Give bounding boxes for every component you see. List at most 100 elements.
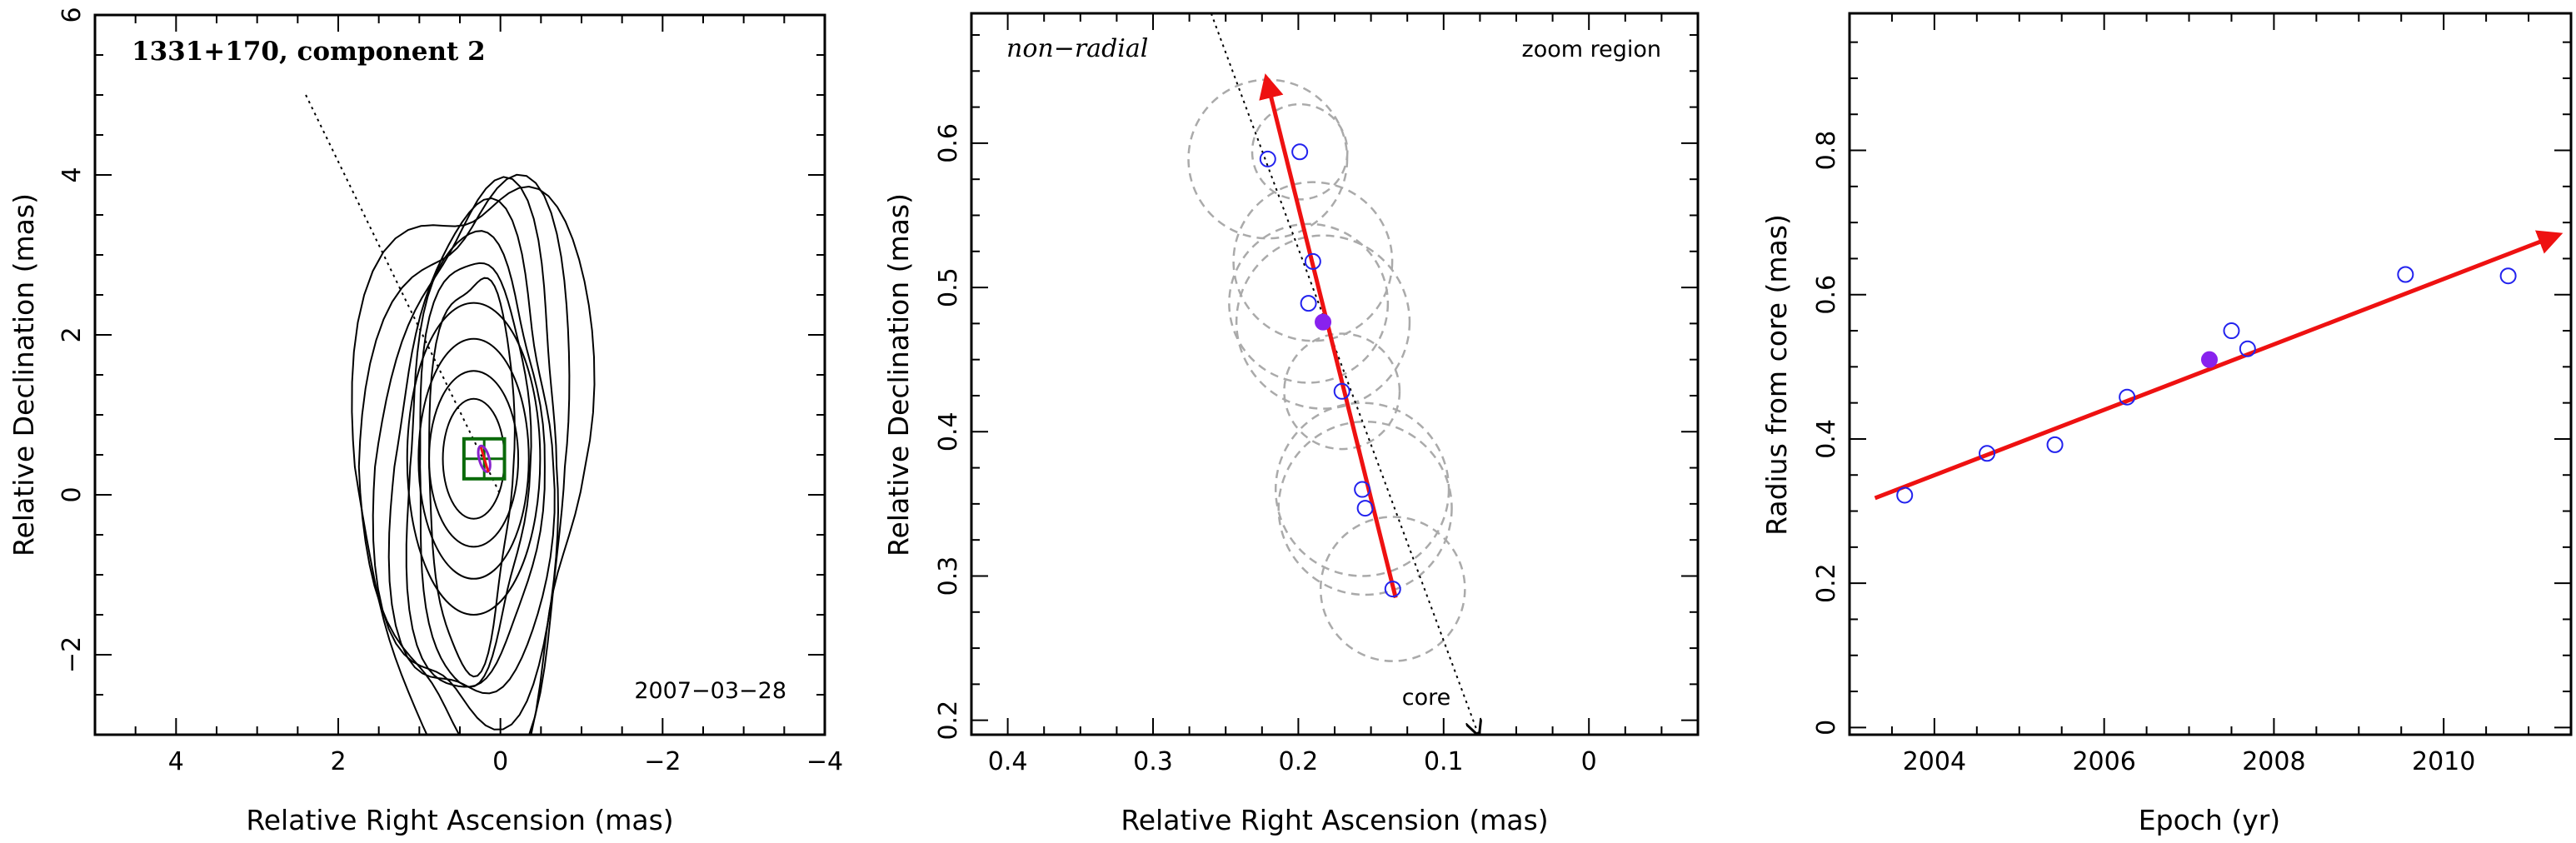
panel2-uncertainty-circle (1274, 402, 1450, 577)
panel1-contour-inner (417, 337, 530, 580)
panel1-y-tick-label: 0 (57, 486, 87, 502)
panel2-x-tick-label: 0.4 (988, 747, 1028, 776)
panel-zoom-region: 0.4 0.3 0.2 0.1 00.20.30.40.50.6 non−radial … (882, 12, 1700, 836)
panel1-contours (351, 173, 596, 735)
panel3-data-point (2239, 340, 2256, 357)
panel3-y-tick-label: 0.8 (1812, 131, 1841, 171)
panel1-contour (372, 176, 560, 731)
panel2-data-point (1384, 581, 1401, 598)
panel-contour-map: 4 2 0 −2 −4 −2 0 2 4 6 1331+170, component 2 2007… (7, 7, 843, 836)
panel2-uncertainty-circle (1235, 234, 1411, 410)
panel2-x-axis-label: Relative Right Ascension (mas) (1121, 804, 1548, 836)
panel2-y-tick-label: 0.2 (934, 701, 963, 741)
panel2-data-point (1259, 150, 1276, 167)
panel3-x-tick-label: 2008 (2242, 747, 2305, 776)
panel1-x-tick-label: 0 (492, 747, 508, 776)
panel2-x-tick-label: 0.3 (1133, 747, 1173, 776)
panel3-tick-labels: 2004 2006 2008 2010 0 0.2 0.4 0.6 0.8 (1812, 131, 2475, 776)
panel2-zoom-region-label: zoom region (1522, 37, 1661, 62)
panel1-x-tick-label: 2 (330, 747, 346, 776)
panel2-uncertainty-circle (1232, 181, 1394, 342)
panel1-x-tick-label: −2 (644, 747, 681, 776)
panel1-date-label: 2007−03−28 (634, 678, 786, 704)
panel2-data-point (1356, 500, 1374, 517)
panel1-title-label: 1331+170, component 2 (132, 37, 486, 67)
panel2-core-line (1210, 13, 1479, 735)
panel1-x-axis-label: Relative Right Ascension (mas) (246, 804, 673, 836)
panel3-ticks (1849, 13, 2572, 735)
panel1-y-tick-label: 4 (57, 167, 87, 182)
panel1-tick-labels: 4 2 0 −2 −4 −2 0 2 4 6 (57, 7, 843, 776)
panel2-uncertainty-circle (1283, 332, 1401, 451)
panel1-x-tick-label: −4 (806, 747, 843, 776)
panel2-points (1259, 143, 1401, 598)
panel1-jet-direction-line (305, 94, 502, 496)
panel3-y-axis-label: Radius from core (mas) (1760, 214, 1793, 536)
panel3-data-point (2119, 388, 2136, 406)
panel2-uncertainty-circle (1319, 516, 1466, 662)
panel1-contour (351, 185, 596, 735)
panel1-contour (387, 197, 556, 695)
panel3-frame (1848, 12, 2573, 736)
panel2-uncertainty-circle (1251, 102, 1349, 201)
panel2-data-point (1300, 295, 1317, 312)
panel2-y-tick-label: 0.3 (934, 556, 963, 596)
panel3-fit-arrow (1874, 230, 2564, 501)
panel2-uncertainty-circles (1187, 78, 1466, 662)
panel3-points (1896, 266, 2517, 504)
panel2-x-tick-label: 0.2 (1279, 747, 1319, 776)
panel2-y-tick-label: 0.5 (934, 267, 963, 307)
panel3-x-tick-label: 2006 (2072, 747, 2135, 776)
panel1-y-tick-label: 6 (57, 7, 87, 22)
panel3-data-point (1979, 445, 1996, 462)
panel3-y-tick-label: 0.4 (1812, 419, 1841, 459)
panel1-x-tick-label: 4 (168, 747, 184, 776)
panel3-data-point (2223, 322, 2240, 340)
panel3-y-tick-label: 0.2 (1812, 563, 1841, 603)
panel2-nonradial-label: non−radial (1006, 34, 1148, 63)
panel1-contour (357, 173, 571, 735)
panel3-plot (1874, 230, 2564, 504)
panel1-contour (405, 230, 546, 688)
panel1-y-tick-label: 2 (57, 327, 87, 342)
panel2-frame (970, 12, 1700, 736)
panel2-data-point (1354, 481, 1371, 498)
panel2-highlight-point (1315, 313, 1332, 331)
panel3-x-axis-label: Epoch (yr) (2139, 804, 2280, 836)
panel2-x-tick-label: 0 (1581, 747, 1597, 776)
panel2-uncertainty-circle (1277, 420, 1453, 596)
panel2-data-point (1333, 382, 1350, 400)
panel1-frame (93, 13, 826, 736)
panel3-x-tick-label: 2004 (1903, 747, 1966, 776)
panel1-y-axis-label: Relative Declination (mas) (7, 193, 40, 556)
panel2-tick-labels: 0.4 0.3 0.2 0.1 0 0.2 0.3 0.4 0.5 0.6 (934, 123, 1597, 776)
panel2-y-tick-label: 0.6 (934, 123, 963, 163)
panel3-highlight-point (2200, 351, 2218, 368)
panel3-y-tick-label: 0.6 (1812, 275, 1841, 315)
panel3-x-tick-label: 2010 (2412, 747, 2475, 776)
panel2-uncertainty-circle (1187, 78, 1349, 240)
panel1-contour-inner (406, 302, 542, 616)
panel2-uncertainty-circle (1228, 222, 1390, 384)
panel1-component-marker (477, 444, 492, 473)
panel2-fit-arrow (1259, 73, 1398, 599)
panel1-y-tick-label: −2 (57, 636, 87, 673)
panel3-data-point (2046, 436, 2064, 453)
panel1-contour-inner (428, 370, 520, 548)
panel3-data-point (2499, 267, 2517, 285)
panel2-y-tick-label: 0.4 (934, 412, 963, 451)
panel1-component-vector (479, 446, 490, 473)
panel3-y-tick-label: 0 (1812, 720, 1841, 736)
panel2-x-tick-label: 0.1 (1424, 747, 1464, 776)
panel-radius-vs-epoch: 2004 2006 2008 2010 0 0.2 0.4 0.6 0.8 Epoch (yr)… (1760, 12, 2573, 836)
panel2-core-label: core (1402, 685, 1450, 711)
panel1-plot (305, 94, 596, 735)
panel2-y-axis-label: Relative Declination (mas) (882, 193, 915, 556)
panel2-ticks (971, 13, 1699, 735)
panel2-data-point (1291, 143, 1309, 161)
panel3-data-point (1896, 486, 1914, 504)
panel2-data-point (1304, 252, 1321, 270)
panel2-plot (1187, 13, 1479, 735)
panel3-data-point (2397, 266, 2414, 283)
